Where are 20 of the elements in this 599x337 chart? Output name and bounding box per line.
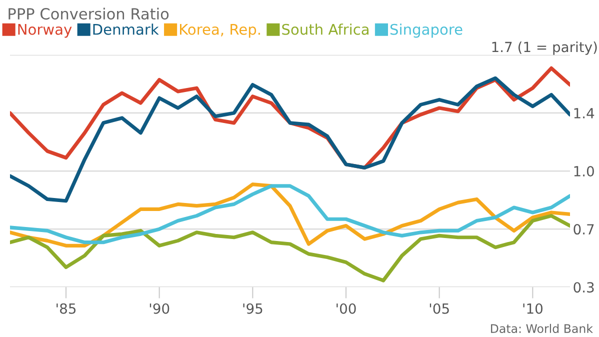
legend-label: Korea, Rep. [180,24,260,38]
legend-label: Singapore [390,24,462,38]
y-tick-label: 0.3 [574,282,594,293]
legend-label: South Africa [282,24,368,35]
x-tick-label: '05 [430,303,449,314]
y-tick-label: 1.0 [574,166,594,176]
x-tick-label: '10 [523,303,542,314]
line-series [10,214,570,282]
x-tick-label: '95 [243,303,262,314]
chart-title: PPP Conversion Ratio [8,8,169,20]
y-tick-label: 0.7 [574,224,594,235]
y-tick-label: 1.4 [574,108,594,118]
x-tick-label: '90 [150,303,170,314]
text: Data: World Bank [491,324,593,334]
x-tick-label: '00 [336,303,356,314]
x-tick-label: '85 [56,303,76,314]
legend-label: Norway [18,24,72,38]
legend-label: Denmark [93,24,159,35]
y-tick-label: 1.7 (1 = parity) [492,41,597,55]
line-series [10,76,570,203]
